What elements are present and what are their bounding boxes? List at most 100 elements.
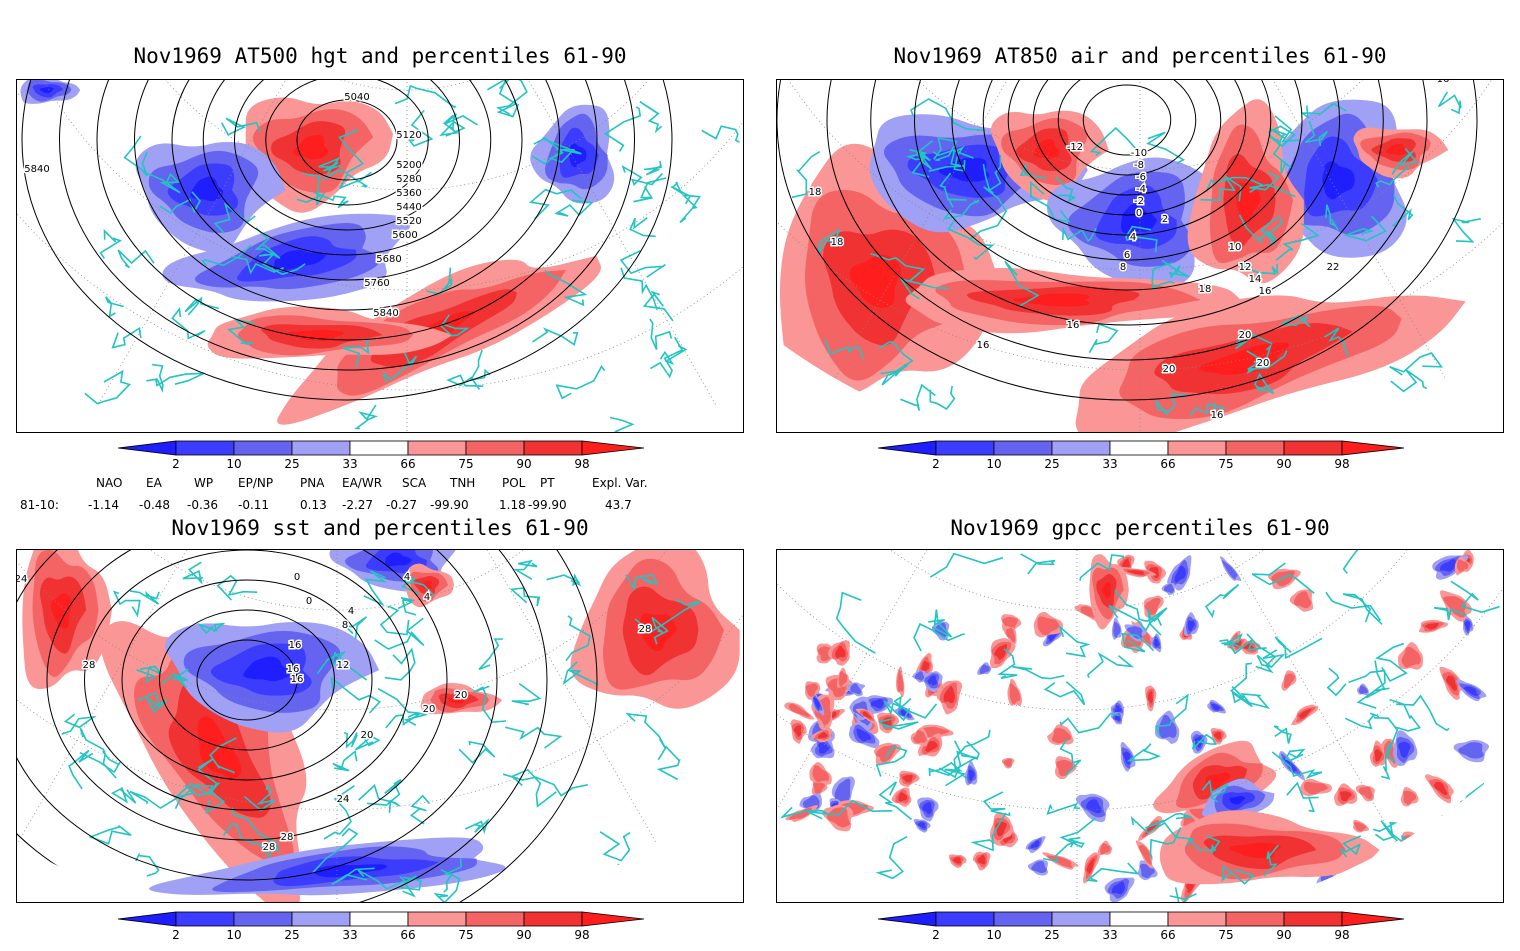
above-normal-anomaly (897, 669, 904, 692)
above-normal-anomaly (805, 683, 819, 697)
above-normal-anomaly (1056, 759, 1074, 777)
contour-label: 5840 (373, 308, 398, 319)
colorbar-tick-label: 2 (172, 457, 180, 471)
tele-value-ea: -0.48 (139, 498, 171, 512)
above-normal-anomaly (994, 644, 1008, 660)
above-normal-anomaly (197, 716, 242, 780)
contour-label: 16 (291, 674, 304, 685)
colorbar-segment (1341, 440, 1405, 456)
tele-value-eawr: -2.27 (342, 498, 374, 512)
above-normal-anomaly (1401, 646, 1421, 669)
contour-label: 12 (337, 660, 350, 671)
tele-value-pt: -99.90 (528, 498, 567, 512)
contour-label: 5760 (364, 278, 389, 289)
below-normal-anomaly (1164, 583, 1174, 594)
above-normal-anomaly (1046, 855, 1073, 868)
below-normal-anomaly (1454, 830, 1466, 849)
above-normal-anomaly (1298, 708, 1312, 720)
below-normal-anomaly (1322, 161, 1355, 200)
above-normal-anomaly (835, 645, 846, 658)
colorbar-tick-label: 98 (574, 928, 590, 942)
tele-header-pt: PT (540, 476, 555, 490)
contour-label: 5200 (396, 160, 421, 171)
colorbar-tick-label: 75 (458, 457, 474, 471)
above-normal-anomaly (1037, 616, 1060, 636)
tele-header-pna: PNA (300, 476, 325, 490)
tele-header-eawr: EA/WR (342, 476, 383, 490)
contour-label: 0 (1136, 208, 1142, 219)
tele-header-nao: NAO (96, 476, 123, 490)
above-normal-anomaly (1205, 772, 1231, 789)
tele-value-nao: -1.14 (88, 498, 120, 512)
contour-label: 24 (337, 794, 350, 805)
above-normal-anomaly (838, 671, 848, 687)
contour-label: 0 (294, 572, 300, 583)
contour-label: -6 (1136, 172, 1146, 183)
colorbar-segment (407, 440, 467, 456)
above-normal-anomaly (1424, 622, 1439, 630)
contour-label: 4 (348, 606, 354, 617)
below-normal-anomaly (384, 552, 412, 567)
colorbar-tick-label: 66 (1160, 457, 1176, 471)
contour-lines (777, 80, 1478, 401)
contour-label: 20 (455, 690, 468, 701)
above-normal-anomaly (912, 730, 927, 744)
colorbar-tick-label: 2 (932, 928, 940, 942)
below-normal-anomaly (1229, 796, 1246, 805)
colorbar-tick-label: 33 (1102, 457, 1118, 471)
above-normal-anomaly (1447, 814, 1465, 831)
colorbar-segment (118, 911, 177, 927)
above-normal-anomaly (793, 725, 802, 737)
contour-label: 24 (17, 574, 27, 585)
below-normal-anomaly (834, 778, 851, 806)
above-normal-anomaly (287, 329, 344, 341)
below-normal-anomaly (1345, 883, 1356, 891)
above-normal-anomaly (1121, 558, 1131, 569)
panel-title-sst: Nov1969 sst and percentiles 61-90 (171, 516, 589, 540)
below-normal-anomaly (1085, 799, 1102, 814)
above-normal-anomaly (1303, 781, 1329, 795)
above-normal-anomaly (1404, 838, 1417, 849)
colorbar-tick-label: 10 (986, 928, 1002, 942)
above-normal-anomaly (1433, 781, 1448, 796)
coastlines (61, 559, 714, 902)
colorbar-segment (1109, 911, 1169, 927)
colorbar-tick-label: 33 (1102, 928, 1118, 942)
below-normal-anomaly (856, 728, 872, 742)
above-normal-anomaly (1283, 673, 1296, 689)
colorbar-segment (878, 911, 937, 927)
above-normal-anomaly (849, 254, 901, 308)
above-normal-anomaly (943, 686, 956, 704)
above-normal-anomaly (1144, 822, 1158, 835)
below-normal-anomaly (927, 675, 937, 686)
panel-title-hgt500: Nov1969 AT500 hgt and percentiles 61-90 (133, 44, 627, 68)
contour-label: 2 (1162, 214, 1168, 225)
colorbar-segment (1283, 440, 1343, 456)
lat-lon-grid (777, 550, 1503, 902)
above-normal-anomaly (1100, 843, 1111, 855)
above-normal-anomaly (1293, 591, 1312, 609)
below-normal-anomaly (1174, 565, 1186, 583)
contour-label: 28 (83, 660, 96, 671)
tele-value-pol: 1.18 (499, 498, 526, 512)
above-normal-anomaly (952, 857, 962, 864)
contour-label: 4 (404, 572, 410, 583)
colorbar-tick-label: 33 (342, 457, 358, 471)
colorbar-tick-label: 66 (400, 928, 416, 942)
above-normal-anomaly (1138, 844, 1152, 865)
below-normal-anomaly (1455, 832, 1464, 847)
contour-label: 5360 (396, 188, 421, 199)
tele-value-sca: -0.27 (386, 498, 418, 512)
teleconnection-table: NAO EA WP EP/NP PNA EA/WR SCA TNH POL PT… (0, 474, 760, 514)
colorbar-segment (935, 911, 995, 927)
above-normal-anomaly (1383, 740, 1397, 765)
above-normal-anomaly (1353, 822, 1367, 832)
colorbar-segment (349, 440, 409, 456)
above-normal-anomaly (1198, 342, 1289, 375)
colorbar-tick-label: 90 (516, 457, 532, 471)
colorbar-segment (1283, 911, 1343, 927)
colorbar-segment (523, 440, 583, 456)
above-normal-anomaly (1235, 182, 1261, 223)
contour-label: 4 (1130, 232, 1136, 243)
contour-label-group: 5040 5120 5200 5280 5360 5440 5520 5600 5680 5760… (23, 91, 423, 321)
